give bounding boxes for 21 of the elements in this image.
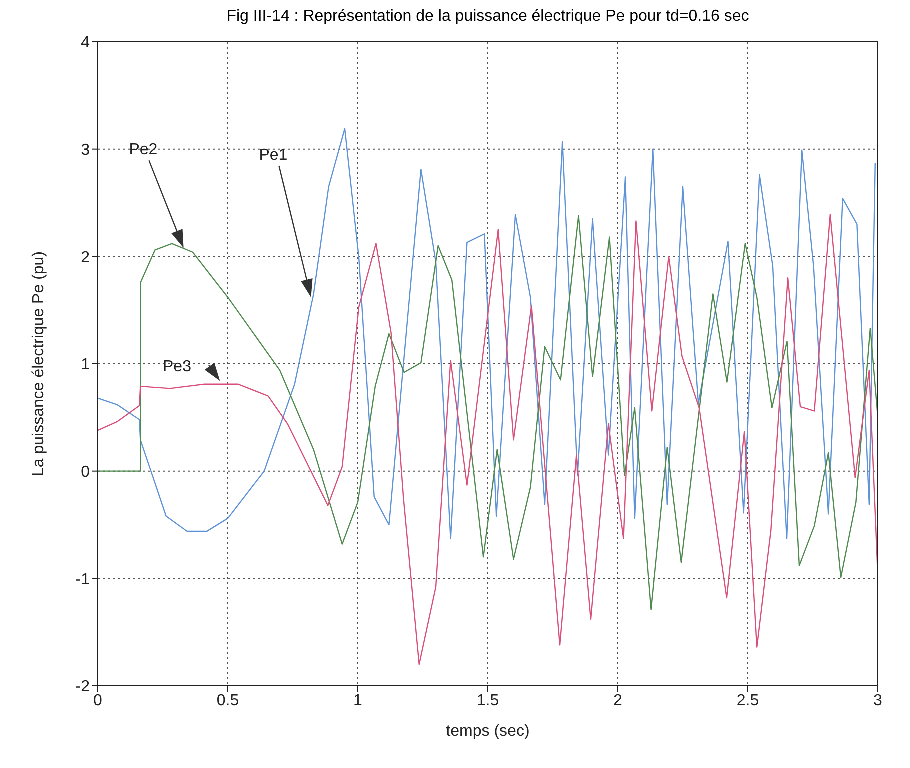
y-tick-label: 0 xyxy=(81,464,90,482)
series-label: Pe3 xyxy=(163,358,192,376)
x-tick-label: 3 xyxy=(874,692,883,710)
y-tick-label: 1 xyxy=(81,356,90,374)
y-tick-label: -2 xyxy=(76,678,90,696)
text: Pe1 xyxy=(259,147,288,164)
x-axis-title: temps (sec) xyxy=(446,723,530,740)
chart-title: Fig III-14 : Représentation de la puissance électrique Pe pour td=0.16 sec xyxy=(226,8,750,26)
x-tick-label: 0 xyxy=(94,692,103,710)
y-tick-label: 3 xyxy=(81,142,90,160)
y-tick-label: 2 xyxy=(81,249,90,266)
y-tick-label: 4 xyxy=(81,34,90,52)
text: Pe2 xyxy=(129,142,158,159)
x-tick-label: 1 xyxy=(354,692,363,710)
x-tick-label: 1.5 xyxy=(476,692,500,710)
line-series xyxy=(98,128,876,540)
y-axis-title: La puissance électrique Pe (pu) xyxy=(30,251,48,477)
x-tick-label: 2.5 xyxy=(736,692,760,710)
x-tick-label: 0.5 xyxy=(216,692,240,710)
x-tick-label: 2 xyxy=(614,692,623,710)
y-tick-label: -1 xyxy=(76,571,90,588)
